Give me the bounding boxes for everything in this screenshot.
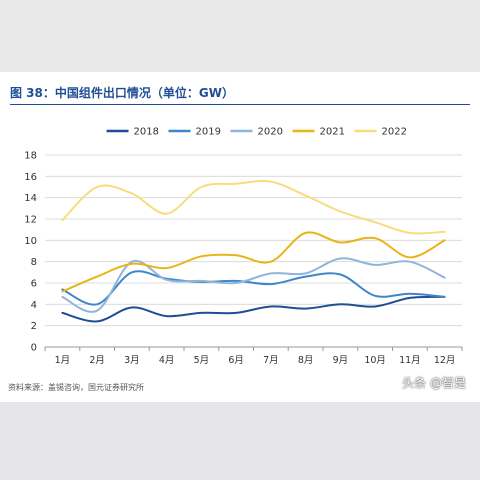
y-tick-label: 0 — [31, 343, 37, 354]
series-line-2018 — [61, 295, 446, 323]
series-line-2021 — [61, 231, 446, 293]
series-line-2019 — [61, 270, 446, 306]
legend-label-2021: 2021 — [320, 127, 345, 138]
legend-label-2020: 2020 — [258, 127, 283, 138]
x-tick-label: 12月 — [434, 355, 456, 366]
chart-legend: 2018 2019 2020 2021 2022 — [106, 127, 407, 138]
x-tick-label: 2月 — [89, 355, 105, 366]
x-tick-label: 11月 — [399, 355, 421, 366]
bottom-background — [0, 402, 480, 480]
y-tick-label: 6 — [31, 279, 37, 290]
watermark-logo: 头条 @智是 — [402, 376, 466, 390]
line-chart: 2018 2019 2020 2021 2022 0 2 4 6 8 10 12 14 16 18 1月 2… — [24, 127, 463, 366]
x-tick-label: 7月 — [263, 355, 279, 366]
y-tick-label: 2 — [31, 321, 37, 332]
figure-card: 图 38：中国组件出口情况（单位：GW） 2018 2019 2020 2021 202… — [0, 72, 480, 402]
y-tick-label: 12 — [24, 215, 37, 226]
y-tick-label: 10 — [24, 236, 37, 247]
x-tick-label: 9月 — [333, 355, 349, 366]
source-note: 资料来源：盖锡咨询，国元证券研究所 — [8, 383, 144, 392]
x-tick-label: 8月 — [298, 355, 314, 366]
series-line-2020 — [61, 257, 446, 313]
x-axis: 1月 2月 3月 4月 5月 6月 7月 8月 9月 10月 11月 12月 — [44, 347, 463, 366]
y-tick-label: 18 — [24, 151, 37, 162]
y-tick-label: 14 — [24, 193, 37, 204]
chart-series — [61, 180, 446, 323]
x-tick-label: 4月 — [159, 355, 175, 366]
chart-gridlines — [45, 154, 462, 348]
x-tick-label: 3月 — [124, 355, 140, 366]
title-rule — [10, 104, 470, 105]
x-tick-label: 10月 — [364, 355, 386, 366]
legend-label-2022: 2022 — [382, 127, 407, 138]
figure-title: 图 38：中国组件出口情况（单位：GW） — [10, 86, 234, 100]
x-tick-label: 1月 — [55, 355, 71, 366]
y-tick-label: 8 — [31, 257, 37, 268]
series-line-2022 — [61, 180, 446, 235]
legend-label-2019: 2019 — [196, 127, 221, 138]
y-tick-label: 4 — [31, 300, 37, 311]
x-tick-label: 5月 — [194, 355, 210, 366]
x-tick-label: 6月 — [228, 355, 244, 366]
legend-label-2018: 2018 — [134, 127, 159, 138]
y-tick-label: 16 — [24, 172, 37, 183]
y-axis: 0 2 4 6 8 10 12 14 16 18 — [24, 151, 37, 354]
